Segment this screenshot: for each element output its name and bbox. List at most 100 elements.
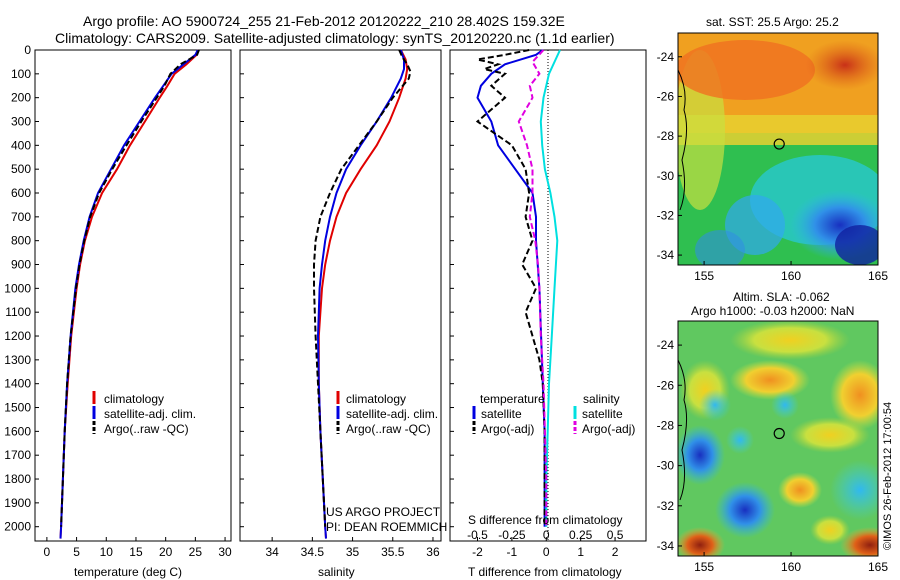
temperature-tick-label: 20 (159, 545, 173, 559)
s-difference-tick-label: 0 (543, 528, 550, 542)
depth-tick-label: 1400 (4, 377, 31, 391)
difference-panel: -2 -1 0 1 2 -0.5 -0.25 0 0.25 0.5 S difference fr… (449, 49, 647, 579)
temperature-tick-label: 30 (218, 545, 232, 559)
s-difference-tick-label: -0.5 (467, 528, 488, 542)
salinity-tick-label: 36 (426, 545, 440, 559)
t-difference-tick-label: 0 (543, 545, 550, 559)
temperature-axis-label: temperature (deg C) (74, 565, 182, 579)
depth-tick-label: 2000 (4, 520, 31, 534)
difference-series-salinity-argo-adj (517, 49, 548, 527)
sla-map: Altim. SLA: -0.062 Argo h1000: -0.03 h20… (657, 290, 889, 574)
temperature-tick-label: 0 (44, 545, 51, 559)
depth-tick-label: 100 (11, 67, 31, 81)
map-lat-tick-label: -24 (657, 50, 675, 64)
difference-series-temperature-argo-adj (475, 49, 546, 527)
salinity-tick-label: 35 (346, 545, 360, 559)
temperature-tick-label: 10 (100, 545, 114, 559)
depth-tick-label: 1000 (4, 281, 31, 295)
map-lat-tick-label: -32 (657, 208, 675, 222)
sla-field (678, 321, 878, 556)
depth-tick-label: 900 (11, 258, 31, 272)
legend-label-temp-satellite: satellite (481, 407, 522, 421)
sst-field (678, 33, 878, 265)
depth-tick-label: 1800 (4, 472, 31, 486)
salinity-tick-label: 34 (265, 545, 279, 559)
salinity-axes-box (239, 49, 442, 542)
map-lat-tick-label: -28 (657, 418, 675, 432)
depth-tick-label: 1900 (4, 496, 31, 510)
header-title: Argo profile: AO 5900724_255 21-Feb-2012… (83, 13, 565, 29)
temperature-panel: 0100200300400500600700800900100011001200… (4, 43, 454, 579)
salinity-series-satellite-adj-clim (316, 49, 405, 539)
depth-tick-label: 800 (11, 234, 31, 248)
depth-tick-label: 1600 (4, 424, 31, 438)
map-lat-tick-label: -24 (657, 338, 675, 352)
sst-map-title: sat. SST: 25.5 Argo: 25.2 (706, 15, 839, 29)
s-difference-label: S difference from climatology (468, 513, 623, 527)
header-subtitle: Climatology: CARS2009. Satellite-adjuste… (55, 30, 615, 46)
depth-tick-label: 600 (11, 186, 31, 200)
depth-tick-label: 1500 (4, 401, 31, 415)
depth-tick-label: 400 (11, 138, 31, 152)
legend-label-satellite: satellite-adj. clim. (346, 407, 438, 421)
difference-series-salinity-satellite (539, 49, 561, 527)
sla-map-subtitle: Argo h1000: -0.03 h2000: NaN (691, 304, 854, 318)
temperature-series-climatology (59, 49, 200, 539)
argo-position-marker (773, 427, 785, 440)
legend-label-climatology: climatology (346, 392, 406, 406)
t-difference-tick-label: 1 (577, 545, 584, 559)
s-difference-tick-label: 0.25 (569, 528, 593, 542)
temperature-series-argo-raw-qc (60, 49, 200, 527)
salinity-tick-label: 35.5 (381, 545, 405, 559)
map-lon-tick-label: 165 (868, 560, 888, 574)
difference-legend: temperature satellite Argo(-adj) salinit… (472, 392, 635, 436)
depth-tick-label: 0 (24, 43, 31, 57)
map-lon-tick-label: 160 (781, 560, 801, 574)
map-lat-tick-label: -34 (657, 248, 675, 262)
salinity-tick-label: 34.5 (301, 545, 325, 559)
temperature-tick-label: 25 (189, 545, 203, 559)
imos-timestamp: ©IMOS 26-Feb-2012 17:00:54 (882, 402, 894, 550)
map-lon-tick-label: 160 (781, 269, 801, 283)
temperature-tick-label: 5 (73, 545, 80, 559)
temperature-series-satellite-adj-clim (59, 49, 199, 539)
map-lon-tick-label: 165 (868, 269, 888, 283)
sla-map-title: Altim. SLA: -0.062 (733, 290, 830, 304)
map-lat-tick-label: -30 (657, 459, 675, 473)
argo-position-marker (773, 138, 785, 150)
depth-tick-label: 1300 (4, 353, 31, 367)
salinity-legend: climatology satellite-adj. clim. Argo(..… (336, 391, 438, 436)
depth-tick-label: 200 (11, 91, 31, 105)
s-difference-tick-label: -0.25 (498, 528, 526, 542)
map-lat-tick-label: -26 (657, 378, 675, 392)
temperature-axes-box (34, 49, 232, 542)
sst-map-frame (677, 32, 879, 266)
difference-series-temperature-satellite (476, 49, 546, 527)
depth-tick-label: 300 (11, 115, 31, 129)
legend-label-sal-satellite: satellite (582, 407, 623, 421)
legend-salinity-title: salinity (583, 392, 620, 406)
salinity-series-argo-raw-qc (313, 49, 412, 527)
map-lat-tick-label: -34 (657, 539, 675, 553)
salinity-panel: 34 34.5 35 35.5 36 salinity climatology sate… (239, 49, 447, 579)
t-difference-tick-label: -2 (472, 545, 483, 559)
map-lat-tick-label: -28 (657, 129, 675, 143)
map-lon-tick-label: 155 (694, 560, 714, 574)
t-difference-label: T difference from climatology (468, 565, 622, 579)
legend-label-argo: Argo(..raw -QC) (104, 422, 189, 436)
legend-label-sal-argo: Argo(-adj) (582, 422, 635, 436)
map-lat-tick-label: -26 (657, 89, 675, 103)
depth-tick-label: 1100 (5, 305, 31, 319)
t-difference-tick-label: 2 (612, 545, 619, 559)
temperature-tick-label: 15 (129, 545, 143, 559)
depth-tick-label: 1700 (4, 448, 31, 462)
sst-map: sat. SST: 25.5 Argo: 25.2 155 160 165 -24 -2… (657, 15, 889, 283)
depth-tick-label: 1200 (4, 329, 31, 343)
sla-map-frame (677, 320, 879, 557)
legend-label-temp-argo: Argo(-adj) (481, 422, 534, 436)
credit-text: US ARGO PROJECT (326, 505, 441, 519)
t-difference-tick-label: -1 (507, 545, 518, 559)
temperature-legend: climatology satellite-adj. clim. Argo(..… (92, 391, 196, 436)
map-lat-tick-label: -32 (657, 499, 675, 513)
